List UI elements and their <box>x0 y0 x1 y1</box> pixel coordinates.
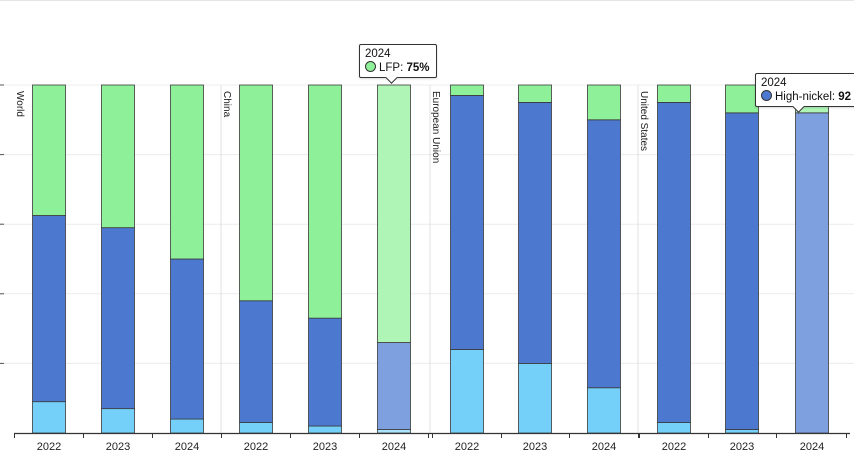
x-tick-label: 2022 <box>455 441 479 453</box>
group-label: United States <box>638 91 649 151</box>
x-tick-label: 2024 <box>800 441 824 453</box>
bar-segment-lfp <box>170 84 204 260</box>
bar-segment-cyan <box>450 349 484 434</box>
bar-segment-high-nickel <box>450 95 484 350</box>
bar-segment-high-nickel <box>587 119 621 389</box>
bar-segment-cyan <box>308 425 342 434</box>
bar-segment-high-nickel <box>377 342 411 430</box>
tooltip-value: 92 <box>838 91 852 103</box>
bar-segment-high-nickel <box>518 102 552 364</box>
tooltip-series: High-nickel <box>775 91 832 103</box>
bar-segment-high-nickel <box>657 102 691 423</box>
x-tick-label: 2024 <box>382 441 406 453</box>
bar-segment-cyan <box>101 408 135 434</box>
bar-segment-cyan <box>170 418 204 434</box>
group-label: European Union <box>430 91 441 163</box>
top-rule <box>0 0 854 1</box>
bar-segment-lfp <box>518 84 552 103</box>
bar-segment-cyan <box>725 429 759 434</box>
tooltip-series: LFP <box>379 62 401 74</box>
bar-segment-lfp <box>308 84 342 319</box>
bar-segment-high-nickel <box>239 300 273 423</box>
group-label: World <box>14 91 25 117</box>
bar-segment-high-nickel <box>170 258 204 420</box>
tooltip-year: 2024 <box>365 48 391 60</box>
bar-segment-lfp <box>725 84 759 114</box>
tooltip-value: 75% <box>406 62 430 74</box>
x-tick-label: 2024 <box>175 441 199 453</box>
lfp-dot-icon <box>365 61 376 72</box>
x-tick-label: 2022 <box>37 441 61 453</box>
bar-segment-high-nickel <box>308 317 342 427</box>
tooltip-us-high-nickel: 2024 High-nickel: 92 <box>755 73 854 113</box>
bar-segment-high-nickel <box>101 227 135 410</box>
tooltip-year: 2024 <box>761 77 787 89</box>
high-nickel-dot-icon <box>761 90 772 101</box>
x-tick-label: 2024 <box>592 441 616 453</box>
bar-segment-cyan <box>518 362 552 434</box>
x-tick-label: 2022 <box>662 441 686 453</box>
bar-segment-lfp <box>657 84 691 103</box>
bar-segment-high-nickel <box>32 215 66 403</box>
bar-segment-lfp <box>32 84 66 216</box>
bar-segment-lfp <box>239 84 273 302</box>
bar-segment-cyan <box>587 387 621 434</box>
group-label: China <box>221 91 232 118</box>
x-tick-label: 2023 <box>730 441 754 453</box>
bar-segment-high-nickel <box>795 112 829 434</box>
x-tick-label: 2023 <box>106 441 130 453</box>
x-tick-label: 2023 <box>523 441 547 453</box>
tooltip-china-lfp: 2024 LFP: 75% <box>359 44 437 84</box>
x-tick-label: 2023 <box>313 441 337 453</box>
bar-segment-high-nickel <box>725 112 759 430</box>
bar-segment-lfp <box>587 84 621 121</box>
bar-segment-cyan <box>377 429 411 434</box>
bar-segment-cyan <box>32 401 66 434</box>
bar-segment-lfp <box>101 84 135 229</box>
x-tick-label: 2022 <box>244 441 268 453</box>
bar-segment-lfp <box>377 84 411 343</box>
bar-segment-cyan <box>239 422 273 434</box>
bar-segment-lfp <box>450 84 484 96</box>
bar-segment-cyan <box>657 422 691 434</box>
